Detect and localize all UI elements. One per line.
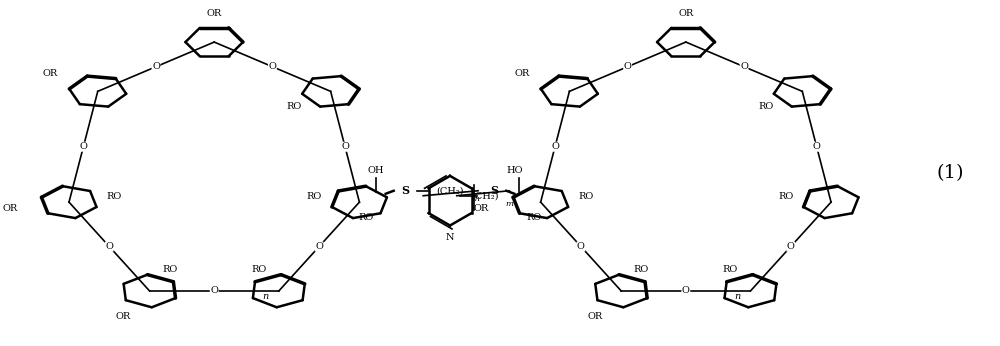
Text: m: m (471, 195, 479, 203)
Text: OR: OR (587, 312, 603, 321)
Text: (1): (1) (936, 164, 964, 182)
Text: RO: RO (758, 102, 773, 111)
Text: m: m (505, 200, 513, 208)
Text: O: O (787, 242, 795, 251)
Text: O: O (341, 142, 349, 151)
Text: RO: RO (162, 265, 177, 274)
Text: O: O (268, 62, 276, 71)
Text: RO: RO (251, 265, 266, 274)
Text: OR: OR (116, 312, 131, 321)
Text: O: O (551, 142, 559, 151)
Text: S: S (490, 185, 498, 196)
Text: n: n (263, 291, 269, 301)
Text: RO: RO (634, 265, 649, 274)
Text: OR: OR (2, 204, 18, 213)
Text: HO: HO (506, 166, 523, 175)
Text: OR: OR (514, 69, 530, 78)
Text: RO: RO (287, 102, 302, 111)
Text: RO: RO (107, 192, 122, 201)
Text: RO: RO (306, 192, 322, 201)
Text: O: O (740, 62, 748, 71)
Text: (CH₂): (CH₂) (436, 186, 464, 195)
Text: OR: OR (474, 204, 489, 213)
Text: O: O (577, 242, 585, 251)
Text: RO: RO (527, 213, 542, 222)
Text: O: O (210, 286, 218, 295)
Text: O: O (813, 142, 821, 151)
Text: OR: OR (678, 9, 693, 18)
Text: RO: RO (358, 213, 373, 222)
Text: n: n (734, 291, 741, 301)
Text: O: O (682, 286, 690, 295)
Text: OR: OR (207, 9, 222, 18)
Text: O: O (79, 142, 87, 151)
Text: RO: RO (723, 265, 738, 274)
Text: RO: RO (778, 192, 793, 201)
Text: OH: OH (368, 166, 384, 175)
Text: N: N (446, 234, 454, 243)
Text: O: O (105, 242, 113, 251)
Text: O: O (152, 62, 160, 71)
Text: S: S (402, 185, 410, 196)
Text: OR: OR (43, 69, 58, 78)
Text: RO: RO (579, 192, 594, 201)
Text: O: O (315, 242, 323, 251)
Text: O: O (624, 62, 632, 71)
Text: (CH₂): (CH₂) (471, 191, 498, 200)
